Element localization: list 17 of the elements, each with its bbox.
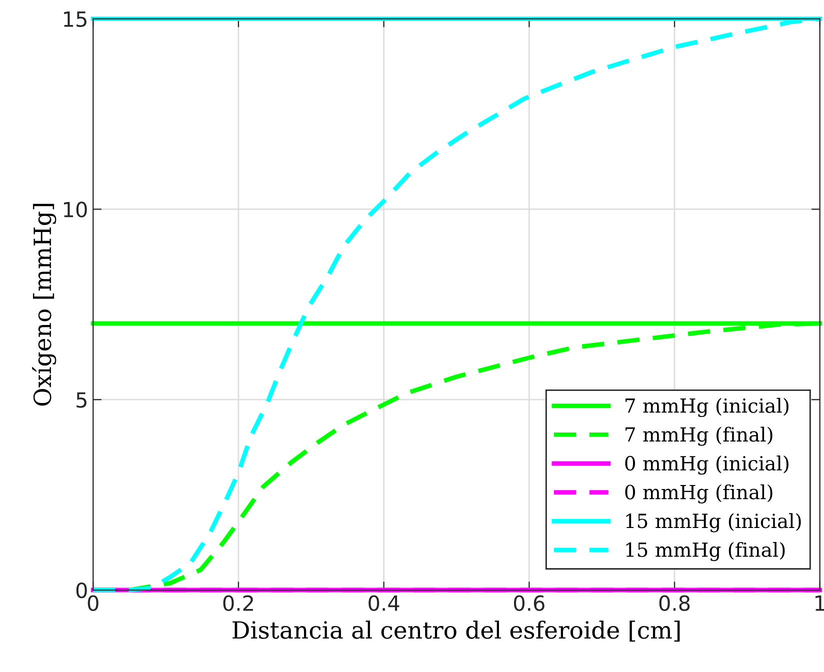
x-tick-label: 0.6 [514, 595, 544, 612]
legend-label: 15 mmHg (inicial) [626, 513, 801, 532]
x-tick-label: 0.4 [368, 595, 400, 612]
y-tick-label: 15 [64, 12, 86, 28]
y-tick-label: 10 [64, 202, 87, 218]
x-tick-label: 0.2 [223, 595, 253, 612]
x-tick-label: 0.8 [659, 595, 690, 612]
legend-label: 15 mmHg (final) [626, 542, 785, 562]
legend-label: 7 mmHg (final) [626, 426, 772, 446]
y-tick-label: 0 [76, 582, 87, 598]
x-tick-label: 0 [88, 595, 98, 612]
x-axis-title: Distancia al centro del esferoide [cm] [232, 620, 680, 642]
legend-label: 0 mmHg (inicial) [625, 456, 788, 475]
legend-label: 7 mmHg (inicial) [626, 398, 788, 418]
y-axis-title: Oxígeno [mmHg] [32, 204, 56, 406]
legend-label: 0 mmHg (final) [625, 484, 772, 504]
y-tick-label: 5 [76, 392, 86, 408]
